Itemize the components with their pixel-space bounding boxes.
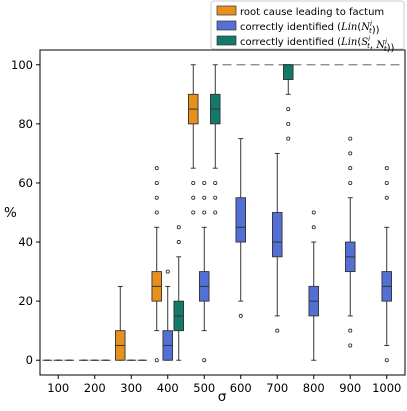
y-tick-label: 0 [26,353,33,367]
outlier-point [202,195,207,200]
x-axis-label: σ [218,389,227,405]
outlier-point [176,225,181,230]
x-axis-ticks: 100 200 300 400 500 600 700 800 900 1000 [47,375,401,395]
outlier-point [384,195,389,200]
legend-swatch [216,5,237,16]
x-tick-label: 800 [303,381,325,395]
box-body [272,212,283,258]
outlier-point [213,210,218,215]
y-tick-label: 20 [18,294,33,308]
box-lin_n-700 [272,152,283,333]
legend-label: correctly identified (Lin(Si t, Ni t)) [240,35,395,54]
x-tick-label: 900 [339,381,361,395]
outlier-point [202,180,207,185]
legend-label: root cause leading to factum [240,7,384,18]
legend: root cause leading to factum correctly id… [210,0,405,54]
outlier-point [348,343,353,348]
outlier-point [202,210,207,215]
outlier-point [213,180,218,185]
box-lin_sn-400 [173,225,184,361]
outlier-point [348,151,353,156]
y-axis-ticks: 0 20 40 60 80 100 [11,58,40,367]
plot-frame [39,49,406,376]
x-tick-label: 500 [193,381,215,395]
x-tick-label: 200 [84,381,106,395]
box-root_cause-400 [151,166,162,363]
outlier-point [348,328,353,333]
y-axis-label: % [4,205,17,221]
outlier-point [384,166,389,171]
x-tick-label: 100 [47,381,69,395]
outlier-point [348,136,353,141]
outlier-point [176,240,181,245]
outlier-point [191,210,196,215]
outlier-point [311,210,316,215]
box-lin_n-900 [345,136,356,348]
box-lin_n-1000 [381,166,393,363]
box-lin_sn-500 [209,64,221,215]
outlier-point [286,136,291,141]
outlier-point [202,358,207,363]
box-lin_sn-700 [283,64,294,141]
legend-swatch [216,35,237,46]
box-lin_n-500 [198,180,210,363]
x-tick-label: 600 [230,381,252,395]
legend-label: correctly identified (Lin(Ni t)) [240,20,380,36]
outlier-point [311,225,316,230]
y-tick-label: 40 [18,235,33,249]
box-lin_n-800 [308,210,320,361]
outlier-point [384,358,389,363]
legend-swatch [216,20,237,31]
outlier-point [384,180,389,185]
outlier-point [154,358,159,363]
outlier-point [213,195,218,200]
x-tick-label: 1000 [372,381,401,395]
y-tick-label: 60 [18,176,33,190]
x-tick-label: 700 [266,381,288,395]
outlier-point [191,195,196,200]
box-lin_n-400 [162,269,173,361]
outlier-point [191,180,196,185]
y-tick-label: 80 [18,117,33,131]
box-body [283,64,294,80]
outlier-point [275,328,280,333]
box-body [235,197,246,243]
box-root_cause-300 [114,285,126,361]
legend-frame [210,0,405,50]
outlier-point [154,166,159,171]
outlier-point [348,166,353,171]
outlier-point [348,180,353,185]
x-tick-label: 300 [120,381,142,395]
outlier-point [154,195,159,200]
box-lin_n-600 [235,138,246,318]
outlier-point [154,210,159,215]
outlier-point [165,269,170,274]
outlier-point [286,107,291,112]
box-root_cause-500 [187,64,199,215]
outlier-point [154,180,159,185]
outlier-point [286,121,291,126]
y-tick-label: 100 [11,58,33,72]
outlier-point [238,313,243,318]
boxes-layer [42,64,393,363]
x-tick-label: 400 [157,381,179,395]
